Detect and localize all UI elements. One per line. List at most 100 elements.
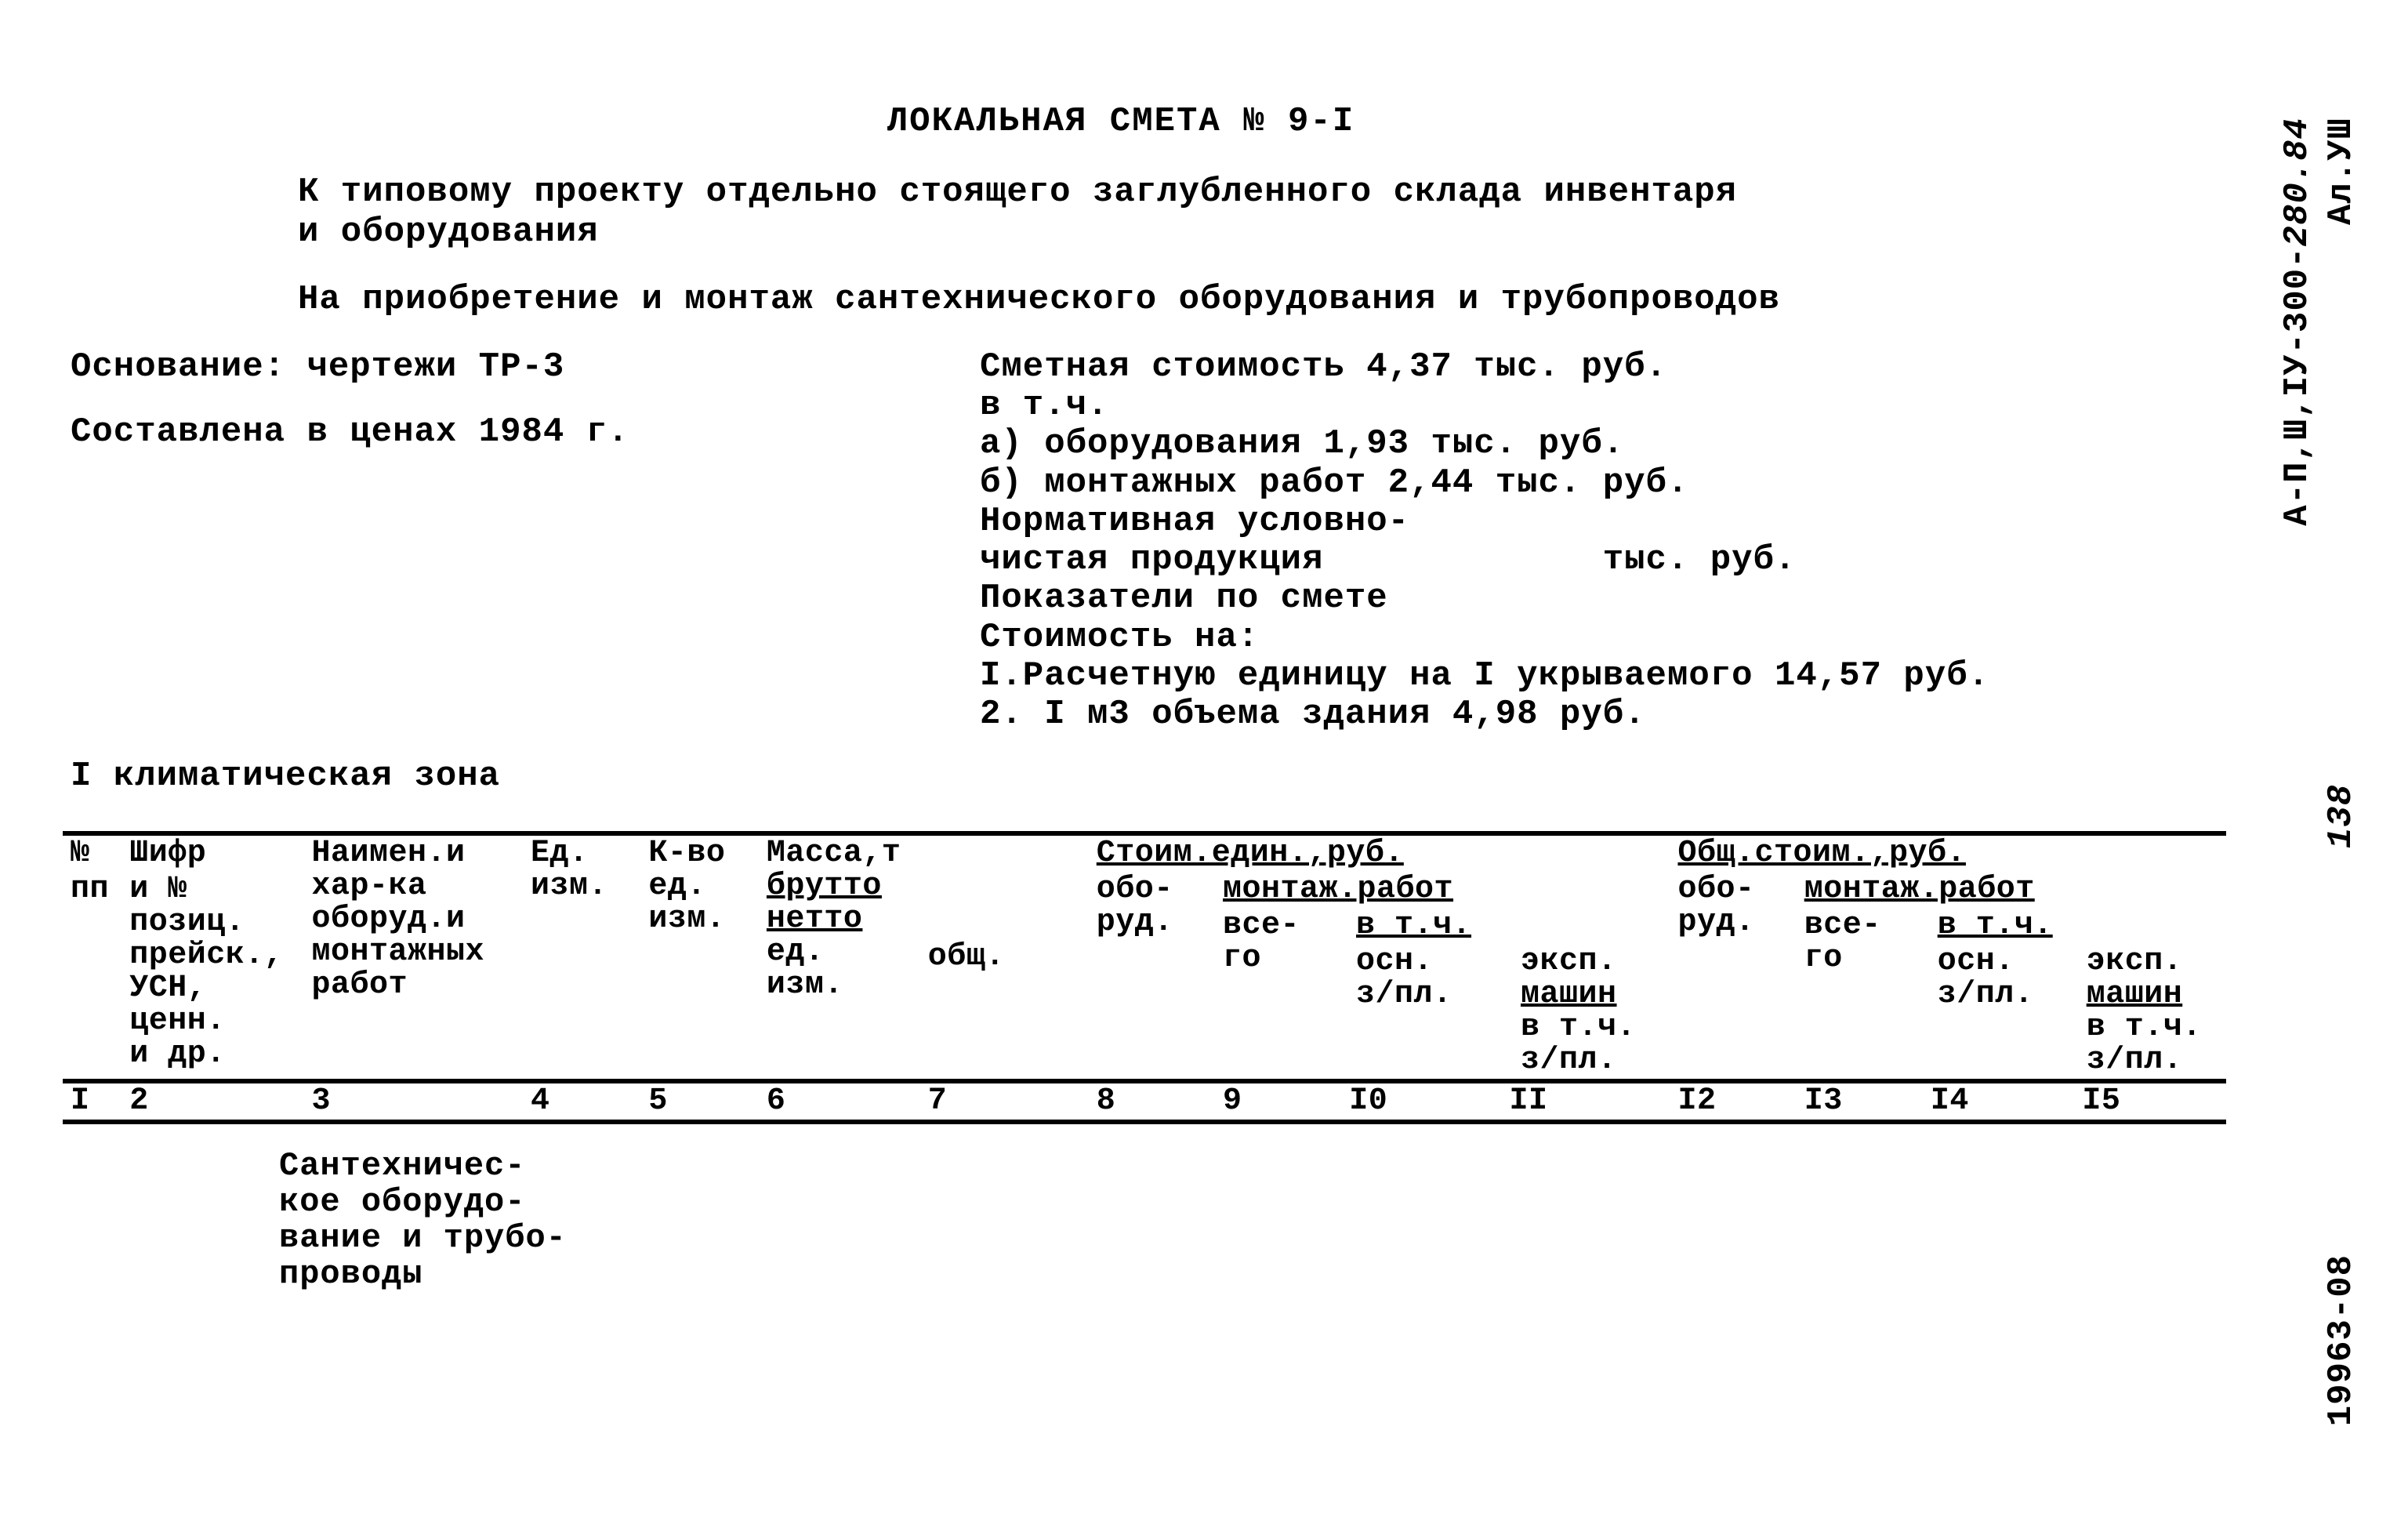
hdr-c3-l4: монтажных: [311, 935, 484, 970]
hdr-c3-l5: работ: [311, 967, 408, 1003]
hdr-c14-l1: осн.: [1938, 944, 2015, 979]
summary-l8: Стоимость на:: [980, 619, 2179, 657]
summary-l6: чистая продукция тыс. руб.: [980, 541, 2179, 579]
section-l2: кое оборудо-: [279, 1183, 525, 1221]
hdr-c15: эксп. машин в т.ч. з/пл.: [2079, 944, 2226, 1079]
hdr-c14: осн. з/пл.: [1930, 944, 2079, 1079]
coln-1: I: [63, 1081, 121, 1122]
hdr-c2: Шифр: [121, 833, 303, 872]
coln-4: 4: [523, 1081, 640, 1122]
climate-line: I климатическая зона: [71, 757, 980, 796]
hdr-c8-l2: руд.: [1097, 905, 1173, 940]
hdr-g1c: в т.ч.: [1356, 908, 1471, 943]
hdr-c10-l1: осн.: [1356, 944, 1433, 979]
hdr-c3-l1: Наимен.и: [311, 836, 465, 871]
hdr-vtch1: в т.ч. осн. з/пл. эксп. машин в т.ч.: [1348, 908, 1670, 1079]
summary-l10: 2. I м3 объема здания 4,98 руб.: [980, 695, 2179, 734]
basis-line: Основание: чертежи ТР-3: [71, 348, 980, 387]
subtitle-line-1: К типовому проекту отдельно стоящего заг…: [298, 172, 1737, 212]
hdr-c11-l4: з/пл.: [1521, 1043, 1617, 1078]
margin-code-al: Ал.УШ: [2322, 118, 2361, 225]
hdr-c5-l1: К-во: [648, 836, 725, 871]
summary-l1: Сметная стоимость 4,37 тыс. руб.: [980, 348, 2179, 387]
summary-l9: I.Расчетную единицу на I укрываемого 14,…: [980, 657, 2179, 695]
hdr-c8-l1: обо-: [1097, 872, 1173, 907]
hdr-c6-l4: ед.: [767, 935, 825, 970]
section-l3: вание и трубо-: [279, 1219, 567, 1257]
summary-l4: б) монтажных работ 2,44 тыс. руб.: [980, 464, 2179, 503]
section-l1: Сантехничес-: [279, 1147, 525, 1185]
hdr-c9-l2: го: [1223, 941, 1261, 976]
hdr-c4-l1: Ед.: [531, 836, 589, 871]
hdr-group-unit-cost: Стоим.един.,руб.: [1089, 833, 1670, 872]
document-title: ЛОКАЛЬНАЯ СМЕТА № 9-I: [63, 102, 2179, 141]
hdr-c15-l2: машин: [2087, 977, 2183, 1012]
hdr-c4: Ед. изм.: [523, 833, 640, 1081]
coln-5: 5: [640, 1081, 758, 1122]
hdr-c11: эксп. машин в т.ч. з/пл.: [1513, 944, 1670, 1079]
hdr-c1b: пп: [63, 872, 121, 1081]
document-subject: На приобретение и монтаж сантехнического…: [63, 280, 1944, 320]
hdr-c13-l2: го: [1804, 941, 1843, 976]
hdr-c6-l1: Масса,т: [767, 836, 901, 871]
coln-3: 3: [303, 1081, 522, 1122]
hdr-g2c: в т.ч.: [1938, 908, 2053, 943]
hdr-c5-l2: ед.: [648, 869, 706, 904]
hdr-g1: Стоим.един.,руб.: [1097, 836, 1404, 871]
hdr-c5-l3: изм.: [648, 902, 725, 937]
table-colnum-row: I 2 3 4 5 6 7 8 9 I0 II I2 I3 I4 I5: [63, 1081, 2226, 1122]
table-wrapper: № Шифр Наимен.и хар-ка оборуд.и монтажны…: [63, 831, 2179, 1293]
summary-l3: а) оборудования 1,93 тыс. руб.: [980, 425, 2179, 463]
summary-l7: Показатели по смете: [980, 579, 2179, 618]
margin-code-project: А-П,Ш,IУ-300-280.84: [2278, 118, 2317, 526]
margin-code-project-suffix: 280.84: [2278, 118, 2317, 246]
hdr-c9: все- го: [1215, 908, 1348, 1079]
hdr-c2-l1: Шифр: [129, 836, 206, 871]
margin-bottom-code: 19963-08: [2322, 1254, 2361, 1426]
hdr-c3-l2: хар-ка: [311, 869, 426, 904]
hdr-c3: Наимен.и хар-ка оборуд.и монтажных работ: [303, 833, 522, 1081]
hdr-c3-l3: оборуд.и: [311, 902, 465, 937]
summary-l2: в т.ч.: [980, 387, 2179, 425]
hdr-c9-l1: все-: [1223, 908, 1300, 943]
coln-7: 7: [920, 1081, 1089, 1122]
hdr-c14-l2: з/пл.: [1938, 977, 2034, 1012]
coln-9: 9: [1215, 1081, 1341, 1122]
coln-12: I2: [1670, 1081, 1796, 1122]
prices-line: Составлена в ценах 1984 г.: [71, 413, 980, 452]
coln-6: 6: [759, 1081, 920, 1122]
hdr-mont2: монтаж.работ все- го в т.ч. осн. з/пл.: [1797, 872, 2226, 1081]
hdr-c2-l4: прейск.,: [129, 938, 283, 973]
coln-8: 8: [1089, 1081, 1215, 1122]
coln-10: I0: [1341, 1081, 1501, 1122]
hdr-c11-l3: в т.ч.: [1521, 1010, 1636, 1045]
hdr-c11-l2: машин: [1521, 977, 1617, 1012]
hdr-c13-l1: все-: [1804, 908, 1881, 943]
hdr-c2-l5: УСН,: [129, 971, 206, 1006]
info-left: Основание: чертежи ТР-3 Составлена в цен…: [63, 348, 980, 804]
hdr-c5: К-во ед. изм.: [640, 833, 758, 1081]
hdr-c12: обо- руд.: [1670, 872, 1796, 1081]
hdr-c12-l1: обо-: [1677, 872, 1754, 907]
hdr-g2: Общ.стоим.,руб.: [1677, 836, 1966, 871]
hdr-c13: все- го: [1797, 908, 1930, 1079]
hdr-c12-l2: руд.: [1677, 905, 1754, 940]
hdr-c2-l3: позиц.: [129, 905, 245, 940]
hdr-c6-l5: изм.: [767, 967, 843, 1003]
hdr-c2-l2: и №: [129, 872, 187, 907]
coln-15: I5: [2074, 1081, 2226, 1122]
document-subtitle: К типовому проекту отдельно стоящего заг…: [63, 172, 1944, 252]
summary-l5: Нормативная условно-: [980, 503, 2179, 541]
coln-2: 2: [121, 1081, 303, 1122]
hdr-c6: Масса,т брутто нетто ед. изм.: [759, 833, 920, 1081]
hdr-vtch2: в т.ч. осн. з/пл. эксп. машин в т.ч.: [1930, 908, 2226, 1079]
hdr-g1b: монтаж.работ: [1223, 872, 1453, 907]
table-header-row-1: № Шифр Наимен.и хар-ка оборуд.и монтажны…: [63, 833, 2226, 872]
hdr-c8: обо- руд.: [1089, 872, 1215, 1081]
hdr-c15-l3: в т.ч.: [2087, 1010, 2202, 1045]
margin-code-project-prefix: А-П,Ш,IУ-300-: [2278, 246, 2317, 525]
section-heading: Сантехничес- кое оборудо- вание и трубо-…: [63, 1124, 2179, 1293]
hdr-c4-l2: изм.: [531, 869, 607, 904]
coln-11: II: [1501, 1081, 1670, 1122]
hdr-group-total-cost: Общ.стоим.,руб.: [1670, 833, 2226, 872]
